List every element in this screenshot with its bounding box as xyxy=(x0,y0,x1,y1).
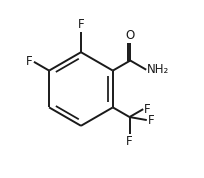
Text: F: F xyxy=(148,114,154,127)
Text: F: F xyxy=(78,18,84,31)
Text: O: O xyxy=(126,29,135,42)
Text: F: F xyxy=(126,135,133,148)
Text: F: F xyxy=(144,103,151,116)
Text: NH₂: NH₂ xyxy=(147,63,170,76)
Text: F: F xyxy=(26,55,32,68)
